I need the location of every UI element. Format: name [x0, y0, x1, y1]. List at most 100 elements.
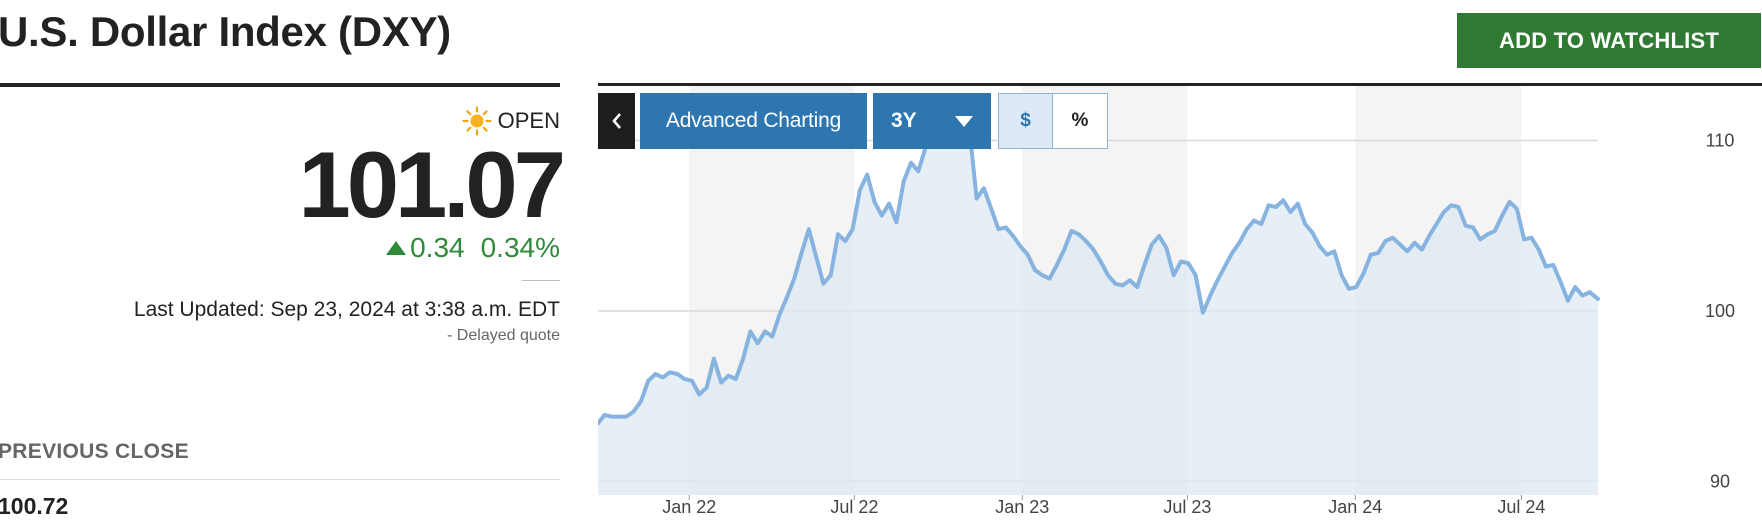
- data-point: [1048, 277, 1052, 281]
- data-point: [909, 161, 913, 165]
- data-point: [1121, 283, 1125, 287]
- data-point: [1179, 259, 1183, 264]
- advanced-charting-button[interactable]: Advanced Charting: [640, 93, 867, 149]
- data-point: [624, 415, 628, 419]
- data-point: [1099, 259, 1103, 264]
- page-title: U.S. Dollar Index (DXY): [0, 8, 451, 55]
- data-point: [1296, 202, 1300, 206]
- data-point: [1596, 297, 1600, 301]
- time-range-value: 3Y: [891, 109, 917, 132]
- data-point: [1267, 203, 1271, 207]
- data-point: [982, 186, 986, 190]
- data-point: [814, 254, 818, 258]
- data-point: [1208, 294, 1212, 298]
- data-point: [1004, 225, 1008, 229]
- data-point: [1157, 234, 1161, 238]
- data-point: [1332, 249, 1336, 253]
- data-point: [1420, 248, 1424, 252]
- data-point: [1062, 248, 1066, 252]
- data-point: [1237, 241, 1241, 245]
- series-area: [598, 97, 1598, 496]
- change-value: 0.34: [410, 232, 465, 263]
- collapse-toolbar-button[interactable]: [598, 93, 635, 149]
- data-point: [1471, 225, 1475, 229]
- data-point: [1186, 261, 1190, 265]
- data-point: [1486, 232, 1490, 236]
- data-point: [1588, 290, 1592, 294]
- data-point: [1566, 299, 1570, 303]
- data-point: [617, 415, 621, 419]
- previous-close-value: 100.72: [0, 493, 69, 519]
- data-point: [1055, 263, 1059, 267]
- data-point: [1544, 265, 1548, 269]
- data-point: [836, 232, 840, 236]
- data-point: [661, 375, 665, 379]
- data-point: [1369, 253, 1373, 257]
- time-range-dropdown[interactable]: 3Y: [873, 93, 991, 149]
- data-point: [1215, 278, 1220, 282]
- market-status-label: OPEN: [497, 108, 560, 133]
- unit-dollar-button[interactable]: $: [999, 94, 1053, 148]
- data-point: [865, 173, 869, 177]
- data-point: [690, 379, 694, 383]
- chart-canvas[interactable]: Jan 22 Jul 22 Jan 23 Jul 23 Jan 24 Jul 24 90 10…: [598, 86, 1762, 522]
- data-point: [632, 409, 636, 414]
- data-point: [1405, 249, 1409, 253]
- data-point: [799, 251, 804, 255]
- data-point: [1551, 263, 1555, 267]
- x-tick-label: Jan 24: [1328, 497, 1382, 517]
- data-point: [1150, 242, 1154, 247]
- data-point: [1398, 242, 1402, 247]
- data-point: [1018, 244, 1022, 248]
- arrow-up-icon: [386, 241, 407, 255]
- data-point: [1442, 210, 1446, 214]
- data-point: [610, 415, 614, 419]
- data-point: [1573, 285, 1577, 289]
- data-point: [1259, 222, 1263, 226]
- data-point: [1361, 271, 1366, 276]
- data-point: [1011, 234, 1015, 238]
- chart-toolbar: Advanced Charting 3Y $ %: [598, 93, 1108, 149]
- x-tick-label: Jul 23: [1163, 497, 1211, 517]
- chevron-left-icon: [611, 113, 621, 129]
- data-point: [880, 213, 884, 218]
- market-status: OPEN: [462, 106, 560, 136]
- data-point: [1478, 237, 1482, 241]
- data-point: [1325, 253, 1329, 257]
- unit-percent-button[interactable]: %: [1053, 94, 1107, 148]
- data-point: [1376, 251, 1380, 255]
- price-change: 0.34 0.34%: [386, 232, 560, 264]
- data-point: [792, 277, 796, 281]
- data-point: [1464, 224, 1468, 228]
- data-point: [1449, 203, 1453, 207]
- x-tick-label: Jan 22: [662, 497, 716, 517]
- data-point: [1537, 248, 1541, 252]
- add-to-watchlist-button[interactable]: ADD TO WATCHLIST: [1457, 13, 1761, 68]
- data-point: [1172, 273, 1176, 277]
- data-point: [1201, 311, 1205, 315]
- previous-close-label: PREVIOUS CLOSE: [0, 440, 189, 463]
- data-point: [1142, 263, 1147, 267]
- data-point: [1303, 222, 1307, 226]
- data-point: [1274, 205, 1278, 209]
- data-point: [1383, 239, 1387, 243]
- data-point: [1026, 253, 1030, 257]
- data-point: [675, 372, 679, 376]
- data-point: [1194, 273, 1198, 277]
- data-point: [916, 169, 920, 173]
- data-point: [1529, 236, 1533, 240]
- data-point: [1456, 205, 1460, 209]
- price-chart[interactable]: Jan 22 Jul 22 Jan 23 Jul 23 Jan 24 Jul 24 90 10…: [598, 86, 1762, 522]
- data-point: [843, 239, 847, 243]
- data-point: [683, 377, 687, 381]
- data-point: [1091, 248, 1095, 252]
- data-point: [748, 329, 752, 333]
- data-point: [1391, 236, 1395, 240]
- data-point: [1245, 227, 1249, 231]
- sun-icon: [462, 106, 492, 136]
- data-point: [1230, 251, 1234, 255]
- data-point: [858, 188, 862, 192]
- data-point: [598, 421, 600, 425]
- data-point: [1033, 268, 1037, 272]
- data-point: [1434, 222, 1439, 226]
